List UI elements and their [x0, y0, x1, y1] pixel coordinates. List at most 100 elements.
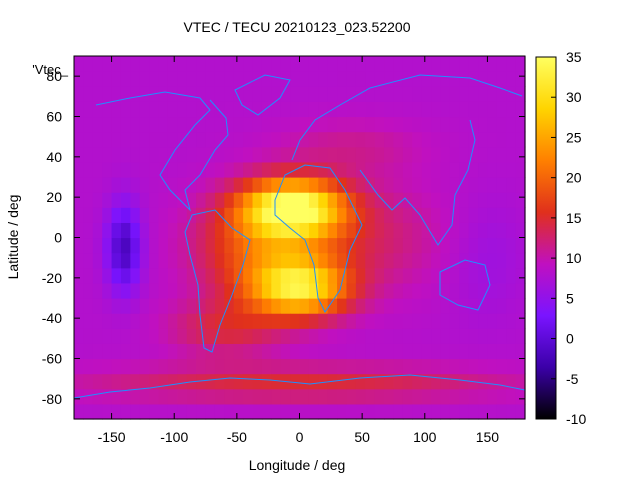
heatmap-cell — [487, 192, 498, 208]
heatmap-cell — [186, 192, 197, 208]
heatmap-cell — [365, 282, 376, 299]
heatmap-cell — [337, 207, 348, 223]
heatmap-cell — [421, 328, 432, 344]
heatmap-cell — [214, 313, 225, 329]
heatmap-cell — [355, 161, 366, 178]
heatmap-cell — [299, 207, 310, 223]
heatmap-cell — [120, 86, 131, 102]
heatmap-cell — [308, 71, 319, 87]
heatmap-cell — [402, 373, 413, 390]
heatmap-cell — [280, 131, 291, 148]
heatmap-cell — [374, 388, 385, 405]
heatmap-cell — [440, 207, 451, 223]
heatmap-cell — [327, 282, 338, 299]
heatmap-cell — [224, 177, 235, 193]
y-tick-label: 20 — [46, 189, 62, 205]
heatmap-cell — [355, 298, 366, 314]
heatmap-cell — [149, 146, 160, 163]
heatmap-cell — [111, 267, 122, 284]
heatmap-cell — [196, 207, 207, 223]
heatmap-cell — [102, 71, 113, 87]
heatmap-cell — [421, 131, 432, 148]
heatmap-cell — [252, 56, 263, 72]
x-tick-label: 100 — [413, 429, 437, 445]
heatmap-cell — [308, 252, 319, 269]
heatmap-cell — [393, 252, 404, 269]
heatmap-cell — [515, 358, 526, 375]
heatmap-cell — [233, 343, 244, 360]
heatmap-cell — [233, 161, 244, 178]
heatmap-cell — [205, 388, 216, 405]
heatmap-cell — [111, 146, 122, 163]
heatmap-cell — [299, 222, 310, 239]
heatmap-cell — [318, 328, 329, 344]
heatmap-cell — [337, 313, 348, 329]
heatmap-cell — [449, 177, 460, 193]
heatmap-cell — [468, 222, 479, 239]
heatmap-cell — [506, 207, 517, 223]
heatmap-cell — [327, 388, 338, 405]
heatmap-cell — [506, 298, 517, 314]
heatmap-cell — [92, 116, 103, 133]
heatmap-cell — [402, 298, 413, 314]
heatmap-cell — [308, 207, 319, 223]
heatmap-cell — [384, 252, 395, 269]
heatmap-cell — [431, 161, 442, 178]
heatmap-cell — [468, 146, 479, 163]
heatmap-cell — [384, 328, 395, 344]
heatmap-cell — [83, 267, 94, 284]
heatmap-cell — [402, 252, 413, 269]
heatmap-cell — [459, 71, 470, 87]
heatmap-cell — [111, 282, 122, 299]
heatmap-cell — [515, 388, 526, 405]
heatmap-cell — [158, 252, 169, 269]
heatmap-cell — [92, 328, 103, 344]
heatmap-cell — [111, 86, 122, 102]
heatmap-cell — [130, 161, 141, 178]
heatmap-cell — [214, 146, 225, 163]
heatmap-cell — [299, 267, 310, 284]
heatmap-cell — [412, 403, 423, 420]
heatmap-cell — [111, 177, 122, 193]
heatmap-cell — [205, 403, 216, 420]
heatmap-cell — [478, 101, 489, 118]
heatmap-cell — [374, 267, 385, 284]
heatmap-cell — [177, 343, 188, 360]
heatmap-cell — [280, 358, 291, 375]
heatmap-cells — [74, 56, 526, 420]
heatmap-cell — [149, 343, 160, 360]
heatmap-cell — [402, 313, 413, 329]
heatmap-cell — [318, 343, 329, 360]
heatmap-cell — [224, 207, 235, 223]
heatmap-cell — [74, 403, 84, 420]
heatmap-cell — [243, 131, 254, 148]
heatmap-cell — [177, 267, 188, 284]
heatmap-cell — [327, 146, 338, 163]
heatmap-cell — [120, 298, 131, 314]
heatmap-cell — [120, 267, 131, 284]
heatmap-cell — [271, 298, 282, 314]
heatmap-cell — [149, 177, 160, 193]
heatmap-cell — [261, 207, 272, 223]
heatmap-cell — [261, 101, 272, 118]
heatmap-cell — [130, 101, 141, 118]
heatmap-cell — [440, 298, 451, 314]
heatmap-cell — [440, 358, 451, 375]
key-label: 'Vtec_ — [32, 62, 68, 77]
heatmap-cell — [290, 222, 301, 239]
heatmap-cell — [412, 252, 423, 269]
heatmap-cell — [468, 161, 479, 178]
heatmap-cell — [130, 177, 141, 193]
heatmap-cell — [365, 252, 376, 269]
heatmap-cell — [196, 116, 207, 133]
heatmap-cell — [252, 313, 263, 329]
heatmap-cell — [177, 222, 188, 239]
heatmap-cell — [337, 71, 348, 87]
y-tick-label: -20 — [42, 270, 62, 286]
heatmap-cell — [449, 267, 460, 284]
heatmap-cell — [252, 131, 263, 148]
heatmap-cell — [167, 237, 178, 254]
heatmap-cell — [280, 328, 291, 344]
heatmap-cell — [261, 343, 272, 360]
heatmap-cell — [271, 192, 282, 208]
